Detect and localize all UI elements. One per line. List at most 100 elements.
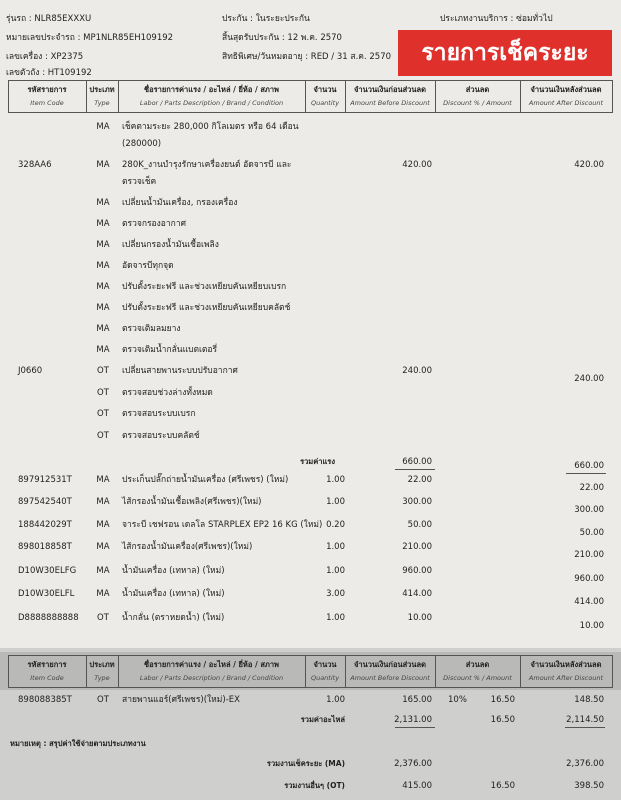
- item-description: เช็คตามระยะ 280,000 กิโลเมตร หรือ 64 เดื…: [122, 122, 299, 132]
- amount-before: 10.00: [407, 613, 432, 623]
- quantity: 1.00: [326, 695, 345, 705]
- amount-after: 960.00: [574, 574, 604, 584]
- column-header-en: Amount Before Discount: [350, 99, 430, 107]
- column-header-en: Discount % / Amount: [443, 674, 512, 682]
- item-description: น้ำมันเครื่อง (เทหาล) (ใหม่): [122, 589, 225, 599]
- item-description: ปรับตั้งระยะฟรี และช่วงเหยียบคันเหยียบเบ…: [122, 282, 287, 292]
- header-field: สิ้นสุดรับประกัน : 12 พ.ค. 2570: [222, 33, 342, 43]
- item-type: OT: [97, 388, 109, 398]
- total-underline: [395, 469, 435, 470]
- amount-after: 148.50: [574, 695, 604, 705]
- amount-before: 300.00: [402, 497, 432, 507]
- amount-before: 22.00: [407, 475, 432, 485]
- discount-amount: 16.50: [490, 695, 515, 705]
- amount-after: 210.00: [574, 550, 604, 560]
- column-header: จำนวนเงินก่อนส่วนลด: [354, 660, 426, 669]
- column-header: จำนวน: [313, 660, 337, 669]
- item-description: ตรวจสอบช่วงล่างทั้งหมด: [122, 388, 213, 398]
- table-rule: [8, 112, 612, 113]
- total-underline: [565, 727, 605, 728]
- item-type: OT: [97, 695, 109, 705]
- item-code: 897542540T: [18, 497, 72, 507]
- item-code: J0660: [18, 366, 43, 376]
- summary-amount: 16.50: [490, 781, 515, 791]
- column-header: รหัสรายการ: [27, 85, 67, 94]
- item-type: MA: [96, 160, 110, 170]
- amount-before: 240.00: [402, 366, 432, 376]
- item-description: น้ำมันเครื่อง (เทหาล) (ใหม่): [122, 566, 225, 576]
- amount-before: 420.00: [402, 160, 432, 170]
- item-description: เปลี่ยนกรองน้ำมันเชื้อเพลิง: [122, 240, 219, 250]
- column-rule: [305, 655, 306, 688]
- summary-amount: 398.50: [574, 781, 604, 791]
- item-description: เปลี่ยนน้ำมันเครื่อง, กรองเครื่อง: [122, 198, 238, 208]
- item-code: 188442029T: [18, 520, 72, 530]
- column-header-en: Amount Before Discount: [350, 674, 430, 682]
- item-type: MA: [96, 345, 110, 355]
- total-label: รวมค่าแรง: [300, 457, 335, 466]
- item-type: MA: [96, 542, 110, 552]
- item-description: สายพานแอร์(ศรีเพชร)(ใหม่)-EX: [122, 695, 240, 705]
- item-description: น้ำกลั่น (ตราหยดน้ำ) (ใหม่): [122, 613, 225, 623]
- item-code: 898088385T: [18, 695, 72, 705]
- total-amount: 2,114.50: [566, 715, 604, 725]
- amount-after: 420.00: [574, 160, 604, 170]
- item-description: จาระบี เชฟรอน เดลโล STARPLEX EP2 16 KG (…: [122, 520, 323, 530]
- table-header-band: [0, 652, 621, 690]
- amount-after: 22.00: [579, 483, 604, 493]
- column-header: จำนวนเงินก่อนส่วนลด: [354, 85, 426, 94]
- quantity: 1.00: [326, 475, 345, 485]
- column-rule: [118, 80, 119, 113]
- item-type: MA: [96, 589, 110, 599]
- column-header: ส่วนลด: [465, 85, 490, 94]
- column-header: จำนวนเงินหลังส่วนลด: [530, 85, 602, 94]
- item-type: MA: [96, 520, 110, 530]
- amount-before: 165.00: [402, 695, 432, 705]
- column-header-en: Item Code: [30, 99, 64, 107]
- column-rule: [345, 655, 346, 688]
- column-header: ประเภท: [89, 660, 115, 669]
- column-rule: [86, 80, 87, 113]
- item-code: D10W30ELFG: [18, 566, 77, 576]
- total-amount: 16.50: [490, 715, 515, 725]
- item-description: ตรวจเติมน้ำกลั่นแบตเตอรี่: [122, 345, 218, 355]
- column-rule: [520, 655, 521, 688]
- column-header: รหัสรายการ: [27, 660, 67, 669]
- summary-amount: 2,376.00: [394, 759, 432, 769]
- total-underline: [566, 473, 606, 474]
- column-header-en: Type: [94, 674, 110, 682]
- item-description: 280K_งานบำรุงรักษาเครื่องยนต์ อัดจารบี แ…: [122, 160, 292, 170]
- column-rule: [435, 655, 436, 688]
- remark: หมายเหตุ : สรุปค่าใช้จ่ายตามประเภทงาน: [10, 739, 146, 748]
- item-type: OT: [97, 431, 109, 441]
- column-rule: [118, 655, 119, 688]
- column-header-en: Labor / Parts Description / Brand / Cond…: [139, 674, 284, 682]
- header-field: เลขตัวถัง : HT109192: [6, 68, 92, 78]
- column-header-en: Labor / Parts Description / Brand / Cond…: [139, 99, 284, 107]
- column-header: จำนวน: [313, 85, 337, 94]
- column-header-en: Quantity: [310, 99, 340, 107]
- item-description: ปรับตั้งระยะฟรี และช่วงเหยียบคันเหยียบคล…: [122, 303, 291, 313]
- item-type: MA: [96, 219, 110, 229]
- item-type: MA: [96, 324, 110, 334]
- item-type: MA: [96, 240, 110, 250]
- item-type: OT: [97, 409, 109, 419]
- column-header: ชื่อรายการค่าแรง / อะไหล่ / ยี่ห้อ / สภา…: [143, 660, 280, 669]
- column-rule: [345, 80, 346, 113]
- summary-label: รวมงานอื่นๆ (OT): [284, 781, 345, 790]
- item-type: MA: [96, 261, 110, 271]
- total-underline: [395, 727, 435, 728]
- quantity: 3.00: [326, 589, 345, 599]
- column-rule: [520, 80, 521, 113]
- column-rule: [435, 80, 436, 113]
- amount-after: 414.00: [574, 597, 604, 607]
- quantity: 0.20: [326, 520, 345, 530]
- header-field: รุ่นรถ : NLR85EXXXU: [6, 14, 92, 24]
- item-type: MA: [96, 122, 110, 132]
- item-type: OT: [97, 366, 109, 376]
- table-rule: [8, 687, 612, 688]
- amount-before: 414.00: [402, 589, 432, 599]
- total-amount: 660.00: [574, 461, 604, 471]
- item-description: ตรวจสอบระบบเบรก: [122, 409, 196, 419]
